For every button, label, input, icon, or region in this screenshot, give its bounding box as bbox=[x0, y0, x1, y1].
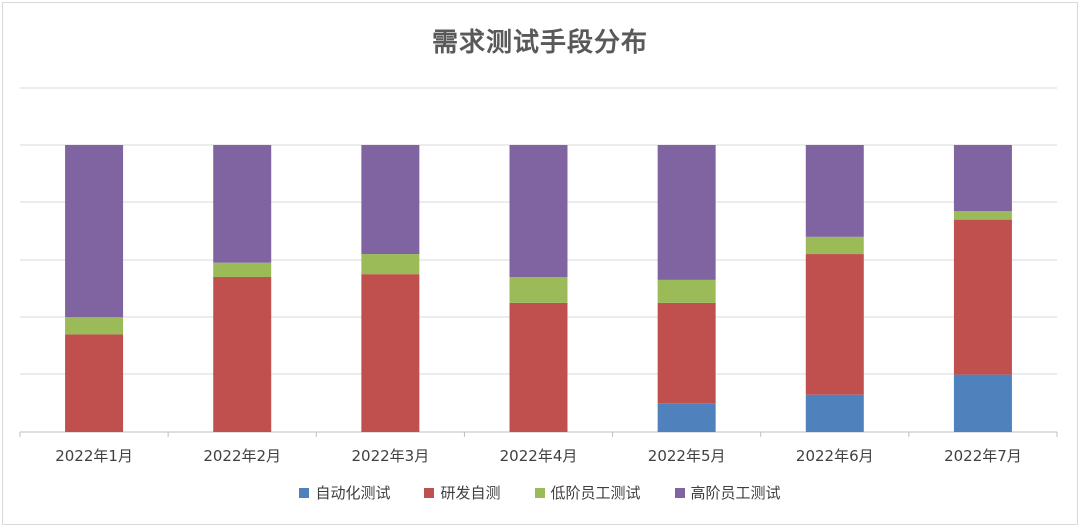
bar-segment bbox=[657, 279, 716, 303]
bar-segment bbox=[805, 394, 864, 432]
bar-segment bbox=[805, 254, 864, 395]
bar-segment bbox=[509, 145, 568, 278]
legend-swatch bbox=[299, 487, 310, 498]
bar-segment bbox=[805, 145, 864, 237]
x-tick-label: 2022年5月 bbox=[648, 447, 726, 465]
legend-label: 自动化测试 bbox=[315, 484, 391, 502]
legend-swatch bbox=[534, 487, 545, 498]
legend-swatch bbox=[674, 487, 685, 498]
legend-item: 研发自测 bbox=[424, 482, 501, 503]
x-tick-label: 2022年6月 bbox=[796, 447, 874, 465]
bar-segment bbox=[953, 211, 1012, 220]
legend-item: 自动化测试 bbox=[299, 482, 390, 503]
bar-segment bbox=[361, 274, 420, 432]
bar-segment bbox=[657, 403, 716, 432]
bar-segment bbox=[361, 145, 420, 255]
legend-label: 高阶员工测试 bbox=[690, 484, 781, 502]
bar-segment bbox=[213, 145, 272, 263]
legend-swatch bbox=[424, 487, 435, 498]
x-tick-label: 2022年7月 bbox=[944, 447, 1022, 465]
legend-label: 低阶员工测试 bbox=[550, 484, 641, 502]
bar-segment bbox=[213, 262, 272, 278]
chart-title: 需求测试手段分布 bbox=[431, 28, 648, 58]
bar-segment bbox=[953, 219, 1012, 375]
bar-segment bbox=[509, 302, 568, 432]
legend-item: 低阶员工测试 bbox=[534, 482, 641, 503]
bar-segment bbox=[953, 145, 1012, 212]
bar-segment bbox=[65, 145, 124, 318]
bar-segment bbox=[953, 374, 1012, 432]
legend-item: 高阶员工测试 bbox=[674, 482, 781, 503]
x-tick-label: 2022年1月 bbox=[55, 447, 133, 465]
x-tick-label: 2022年3月 bbox=[351, 447, 429, 465]
bar-segment bbox=[509, 277, 568, 303]
bar-segment bbox=[805, 236, 864, 255]
bar-segment bbox=[361, 254, 420, 275]
x-tick-label: 2022年2月 bbox=[203, 447, 281, 465]
bar-segment bbox=[213, 277, 272, 432]
bar-segment bbox=[65, 317, 124, 335]
x-tick-label: 2022年4月 bbox=[500, 447, 578, 465]
bar-segment bbox=[657, 145, 716, 280]
bar-segment bbox=[65, 334, 124, 432]
legend-label: 研发自测 bbox=[440, 484, 501, 502]
chart-legend: 自动化测试 研发自测 低阶员工测试 高阶员工测试 bbox=[0, 482, 1080, 503]
bar-segment bbox=[657, 302, 716, 404]
